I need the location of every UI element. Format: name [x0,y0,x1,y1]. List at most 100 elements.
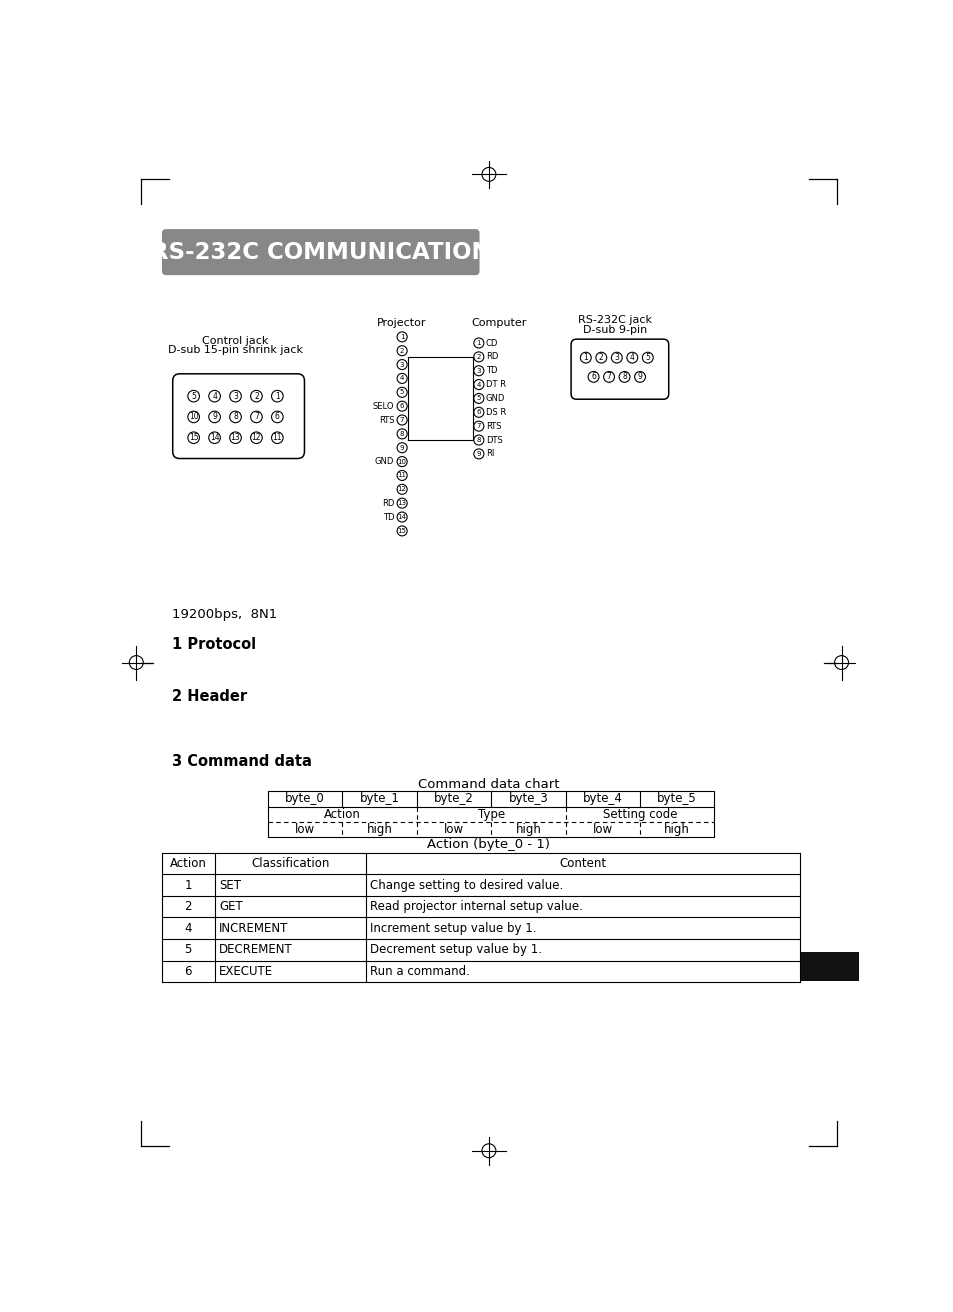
Text: 2: 2 [399,348,404,354]
Text: Action: Action [170,857,207,870]
Text: GND: GND [375,457,394,466]
Text: 1 Protocol: 1 Protocol [172,636,255,652]
Text: CD: CD [485,338,497,348]
Text: 7: 7 [476,424,480,429]
Text: 11: 11 [397,472,406,479]
Text: D-sub 15-pin shrink jack: D-sub 15-pin shrink jack [168,345,303,356]
Text: 4: 4 [399,375,404,382]
Text: byte_2: byte_2 [434,792,474,806]
Text: 13: 13 [231,433,240,442]
Text: Projector: Projector [377,319,426,328]
Text: 15: 15 [189,433,198,442]
Text: RTS: RTS [485,421,500,430]
Text: 3: 3 [614,353,618,362]
Text: 15: 15 [397,527,406,534]
Text: 8: 8 [399,430,404,437]
Text: 8: 8 [621,373,626,382]
Text: 7: 7 [253,412,258,421]
Bar [268,791,714,837]
Text: 6: 6 [184,964,192,977]
Text: 6: 6 [399,403,404,409]
Text: 5: 5 [191,392,196,400]
Text: 1: 1 [583,353,588,362]
Text: 13: 13 [397,500,406,506]
Text: 1: 1 [476,340,480,346]
Text: Decrement setup value by 1.: Decrement setup value by 1. [370,943,542,956]
Text: low: low [443,823,463,836]
Text: 1: 1 [399,333,404,340]
Text: 14: 14 [397,514,406,520]
Text: Command data chart: Command data chart [417,778,559,791]
Text: 19200bps,  8N1: 19200bps, 8N1 [172,609,277,622]
Text: RI: RI [485,450,494,458]
Text: 4: 4 [629,353,634,362]
Text: DS R: DS R [485,408,505,417]
Text: 2 Header: 2 Header [172,689,247,705]
Text: 2: 2 [184,900,192,913]
Text: 3: 3 [399,362,404,367]
Text: 4: 4 [184,922,192,934]
Text: Content: Content [559,857,606,870]
Text: 2: 2 [476,354,480,359]
Text: 1: 1 [274,392,279,400]
Text: TD: TD [485,366,497,375]
Text: SELO: SELO [373,401,394,411]
Text: byte_1: byte_1 [359,792,399,806]
Text: EXECUTE: EXECUTE [219,964,274,977]
Bar [801,953,858,981]
Text: Classification: Classification [251,857,329,870]
Text: TD: TD [382,513,394,522]
Text: 10: 10 [189,412,198,421]
Text: DECREMENT: DECREMENT [219,943,293,956]
Text: 1: 1 [184,879,192,892]
Text: Action: Action [324,808,360,821]
FancyBboxPatch shape [162,230,478,274]
FancyBboxPatch shape [571,340,668,399]
Text: Control jack: Control jack [202,336,269,346]
Text: 5: 5 [644,353,650,362]
Text: RS-232C COMMUNICATION: RS-232C COMMUNICATION [151,240,490,264]
Text: high: high [366,823,393,836]
Text: RTS: RTS [378,416,394,425]
Text: 8: 8 [476,437,480,443]
Text: high: high [663,823,689,836]
Text: 6: 6 [274,412,279,421]
Text: 7: 7 [606,373,611,382]
Text: GET: GET [219,900,243,913]
Text: byte_5: byte_5 [657,792,697,806]
Text: D-sub 9-pin: D-sub 9-pin [582,324,647,335]
Text: byte_0: byte_0 [285,792,325,806]
Text: 7: 7 [399,417,404,422]
Text: 9: 9 [476,451,480,457]
Text: RD: RD [485,353,497,361]
Text: 8: 8 [233,412,237,421]
Text: SET: SET [219,879,241,892]
Text: RD: RD [381,499,394,508]
Text: Increment setup value by 1.: Increment setup value by 1. [370,922,537,934]
Text: 10: 10 [397,459,406,464]
Text: 5: 5 [184,943,192,956]
Text: 9: 9 [637,373,641,382]
Text: Run a command.: Run a command. [370,964,470,977]
Text: Computer: Computer [471,319,526,328]
Text: DTS: DTS [485,436,502,445]
Text: INCREMENT: INCREMENT [219,922,289,934]
Text: 4: 4 [212,392,216,400]
Text: GND: GND [485,394,505,403]
Text: low: low [294,823,315,836]
Text: byte_3: byte_3 [508,792,548,806]
Text: 12: 12 [397,487,406,492]
Text: RS-232C jack: RS-232C jack [578,315,652,325]
Text: byte_4: byte_4 [582,792,622,806]
Text: 3 Command data: 3 Command data [172,754,312,769]
Text: 6: 6 [476,409,480,416]
Text: high: high [515,823,540,836]
Text: 5: 5 [476,395,480,401]
Text: 2: 2 [598,353,603,362]
Text: 9: 9 [212,412,216,421]
Text: 9: 9 [399,445,404,451]
Text: 11: 11 [273,433,282,442]
Text: Action (byte_0 - 1): Action (byte_0 - 1) [427,838,550,850]
Text: 5: 5 [399,390,404,395]
Text: 3: 3 [476,367,480,374]
